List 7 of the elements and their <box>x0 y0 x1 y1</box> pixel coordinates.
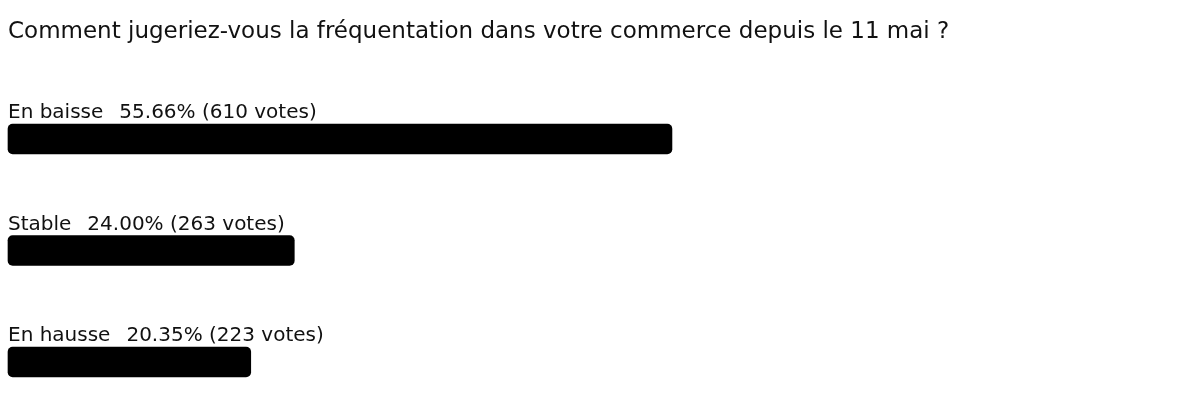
data-label: 55.66% (610 votes) <box>119 99 317 123</box>
chart-title: Comment jugeriez-vous la fréquentation dans votre commerce depuis le 11 mai ? <box>8 17 950 43</box>
y-tick-label: En baisse <box>8 99 104 123</box>
y-tick-label: En hausse <box>8 322 111 346</box>
data-label: 24.00% (263 votes) <box>87 210 285 235</box>
data-label: 20.35% (223 votes) <box>126 322 324 346</box>
y-tick-label: Stable <box>8 210 72 235</box>
